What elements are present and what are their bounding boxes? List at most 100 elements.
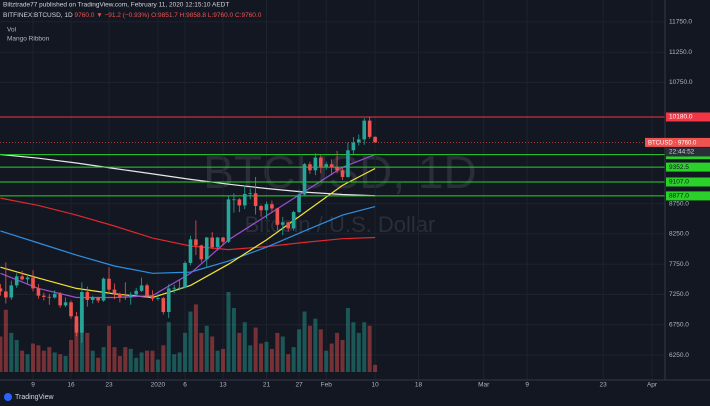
candle-body <box>42 295 46 297</box>
candle-body <box>204 237 209 260</box>
candle-body <box>156 298 160 299</box>
candles <box>0 116 377 343</box>
price-label: 9352.5 <box>669 164 689 171</box>
volume-bar <box>14 340 19 372</box>
symbol: BITFINEX:BTCUSD, 1D <box>3 12 73 19</box>
x-tick-label: Apr <box>647 382 658 389</box>
volume-bar <box>302 311 307 372</box>
volume-bar <box>172 354 177 372</box>
x-tick-label: 27 <box>295 382 303 389</box>
candle-body <box>20 276 24 280</box>
volume-bar <box>69 340 74 372</box>
candle-body <box>58 293 62 306</box>
volume-bar <box>193 304 198 372</box>
y-tick-label: 6250.0 <box>669 352 689 359</box>
candle-body <box>329 164 334 168</box>
candle-body <box>351 142 356 151</box>
candle-body <box>96 297 100 301</box>
volume-bar <box>204 325 209 372</box>
ribbon-line <box>0 153 376 299</box>
volume-bar <box>128 348 133 372</box>
y-tick-label: 10750.0 <box>669 79 693 86</box>
volume-bar <box>269 348 274 372</box>
candle-body <box>63 302 68 306</box>
volume-bar <box>329 343 334 372</box>
volume-bar <box>253 327 258 372</box>
volume-bar <box>297 329 302 372</box>
candle-body <box>264 204 269 211</box>
candle-body <box>291 212 296 229</box>
volume-bar <box>90 350 95 372</box>
candle-body <box>85 292 90 300</box>
candle-body <box>199 245 204 260</box>
volume-bar <box>373 364 378 372</box>
publisher: Biltztrade77 published on TradingView.co… <box>3 2 229 9</box>
volume-bar <box>36 345 41 372</box>
last-price-bg <box>645 137 710 147</box>
volume-bar <box>259 343 264 372</box>
grid <box>0 0 665 380</box>
candle-body <box>362 120 367 140</box>
candle-body <box>9 285 14 298</box>
candle-body <box>194 239 198 246</box>
indicator: Vol <box>7 27 17 34</box>
y-tick-label: 11750.0 <box>669 19 692 26</box>
volume-bar <box>85 332 90 372</box>
volume-bar <box>221 348 226 372</box>
change: ▼ −91.2 (−0.93%) <box>96 12 149 19</box>
candle-body <box>280 222 285 225</box>
volume-bar <box>367 325 372 372</box>
volume-bar <box>25 354 30 372</box>
candle-body <box>340 170 345 177</box>
watermark: BTCUSD, 1D <box>203 146 476 198</box>
candle-body <box>90 297 95 300</box>
volume-bar <box>242 322 247 372</box>
volume-bar <box>9 332 14 372</box>
volume-bar <box>335 332 340 372</box>
price-label: 10180.0 <box>669 114 693 121</box>
candle-body <box>313 157 318 171</box>
candle-body <box>134 290 138 295</box>
candle-body <box>335 167 339 171</box>
x-tick-label: 6 <box>183 382 187 389</box>
volume <box>0 292 378 372</box>
candle-body <box>346 150 350 177</box>
candle-body <box>128 294 133 298</box>
candle-body <box>357 139 361 143</box>
volume-bar <box>139 352 144 372</box>
x-tick-label: Feb <box>321 382 333 389</box>
x-tick-label: 21 <box>263 382 271 389</box>
volume-bar <box>280 336 285 372</box>
candle-body <box>166 288 171 313</box>
volume-bar <box>52 352 57 372</box>
volume-bar <box>145 350 150 372</box>
candle-body <box>302 164 307 195</box>
volume-bar <box>123 347 128 372</box>
x-tick-label: 23 <box>600 382 608 389</box>
y-tick-label: 7750.0 <box>669 261 689 268</box>
volume-bar <box>47 347 52 372</box>
candle-body <box>253 193 258 207</box>
countdown: 22:44:52 <box>669 149 695 156</box>
x-tick-label: 13 <box>219 382 227 389</box>
volume-bar <box>188 311 193 372</box>
candle-body <box>367 120 372 137</box>
symbol-line: BITFINEX:BTCUSD, 1D 9760.0 ▼ −91.2 (−0.9… <box>3 12 262 19</box>
volume-bar <box>166 322 171 372</box>
candle-body <box>248 193 252 195</box>
volume-bar <box>307 325 312 372</box>
candle-body <box>74 316 79 333</box>
volume-bar <box>31 343 35 372</box>
volume-bar <box>345 308 350 372</box>
candle-body <box>118 293 122 297</box>
candle-body <box>210 237 214 248</box>
candle-body <box>259 206 263 211</box>
candle-body <box>226 199 231 242</box>
footer <box>0 388 710 406</box>
candle-body <box>69 302 73 317</box>
volume-bar <box>0 336 3 372</box>
candle-body <box>36 288 41 296</box>
y-tick-label: 7250.0 <box>669 291 689 298</box>
candle-body <box>101 278 106 301</box>
